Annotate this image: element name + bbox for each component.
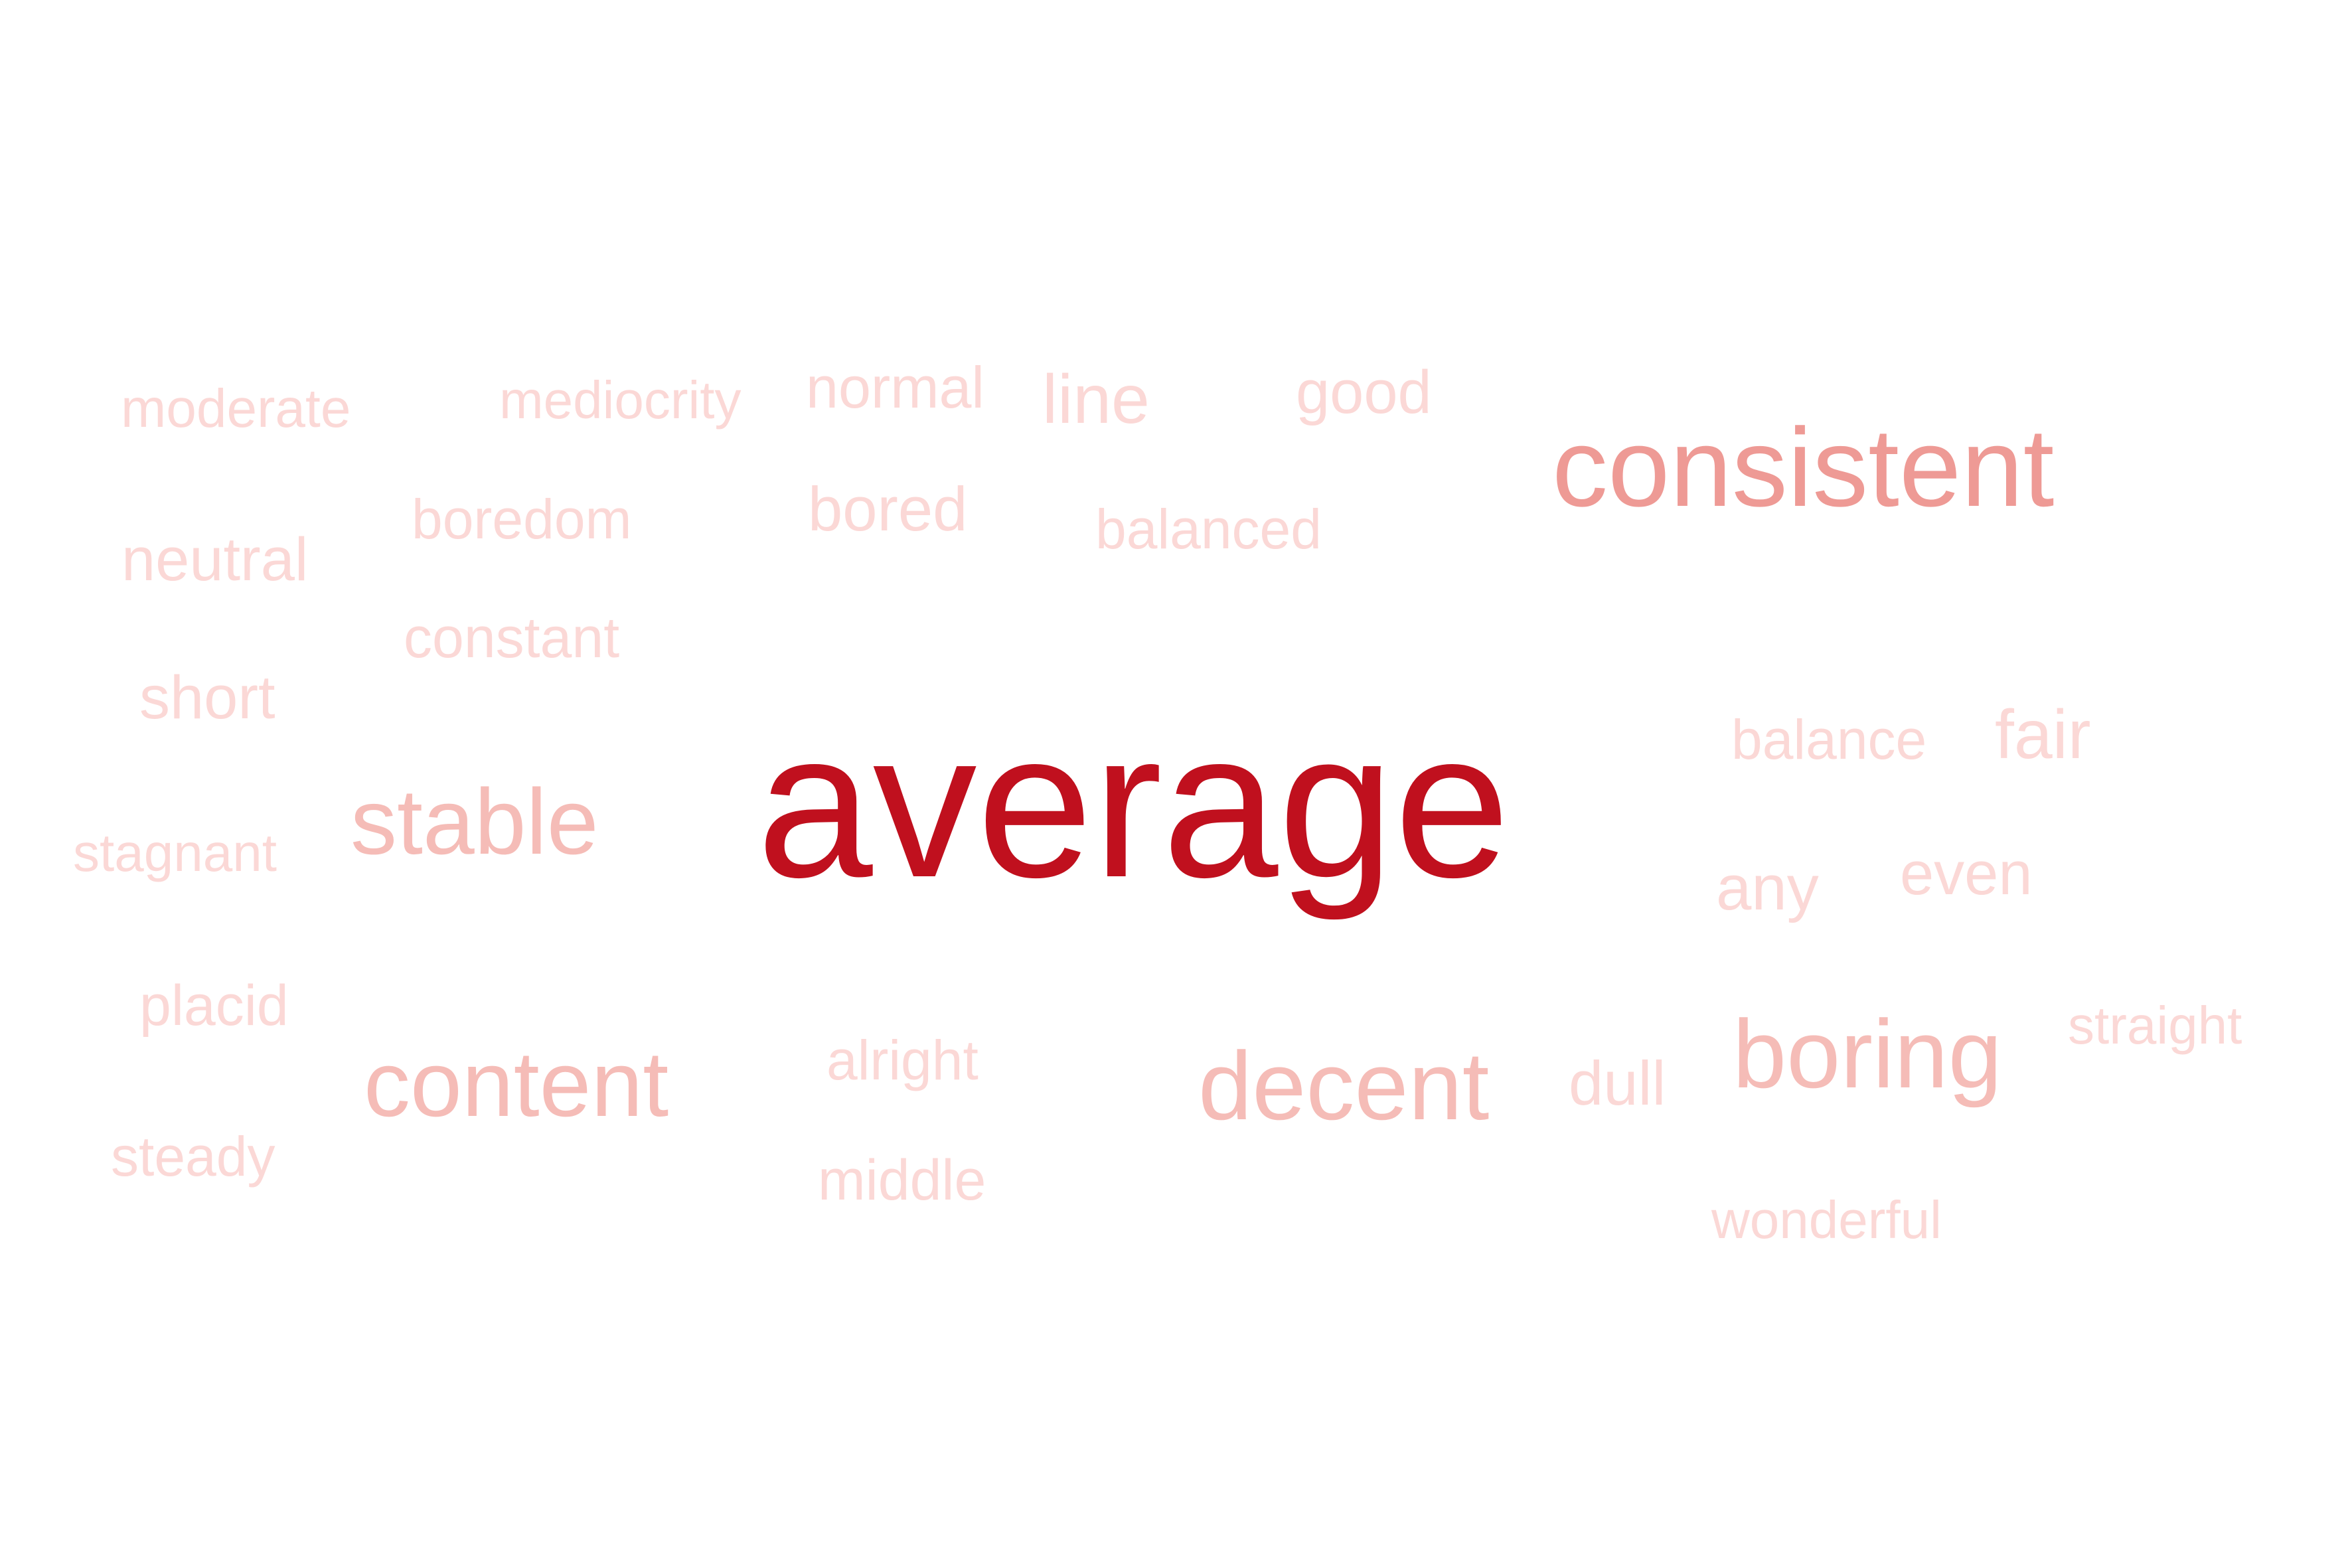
word-content: content bbox=[364, 1032, 669, 1136]
word-middle: middle bbox=[818, 1148, 986, 1212]
word-moderate: moderate bbox=[121, 378, 351, 439]
word-constant: constant bbox=[404, 606, 620, 670]
word-placid: placid bbox=[139, 974, 289, 1038]
word-any: any bbox=[1716, 852, 1819, 923]
word-fair: fair bbox=[1995, 696, 2091, 773]
word-neutral: neutral bbox=[121, 526, 309, 593]
word-boredom: boredom bbox=[412, 488, 632, 550]
word-stable: stable bbox=[351, 769, 599, 874]
word-consistent: consistent bbox=[1552, 405, 2055, 530]
word-straight: straight bbox=[2068, 996, 2242, 1055]
word-normal: normal bbox=[806, 354, 984, 420]
word-steady: steady bbox=[111, 1125, 275, 1188]
word-bored: bored bbox=[808, 474, 968, 544]
word-even: even bbox=[1900, 840, 2033, 907]
word-short: short bbox=[139, 664, 275, 732]
word-stagnant: stagnant bbox=[73, 823, 277, 882]
word-decent: decent bbox=[1198, 1032, 1490, 1140]
word-dull: dull bbox=[1569, 1048, 1666, 1118]
word-good: good bbox=[1296, 358, 1432, 426]
word-alright: alright bbox=[826, 1029, 979, 1091]
word-balanced: balanced bbox=[1095, 498, 1322, 560]
word-balance: balance bbox=[1731, 708, 1927, 771]
word-wonderful: wonderful bbox=[1711, 1190, 1942, 1249]
word-boring: boring bbox=[1733, 1000, 2002, 1108]
word-line: line bbox=[1042, 361, 1150, 438]
word-mediocrity: mediocrity bbox=[499, 370, 742, 430]
word-average: average bbox=[757, 688, 1510, 921]
